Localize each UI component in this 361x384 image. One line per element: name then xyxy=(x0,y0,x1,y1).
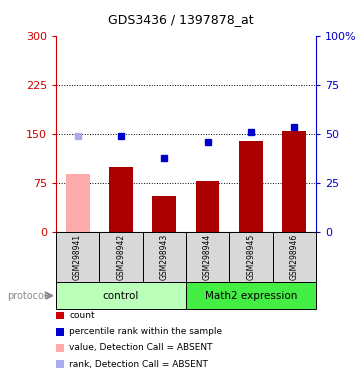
Bar xyxy=(56,282,186,309)
Text: count: count xyxy=(69,311,95,320)
Bar xyxy=(273,232,316,282)
Text: GDS3436 / 1397878_at: GDS3436 / 1397878_at xyxy=(108,13,253,26)
Bar xyxy=(99,232,143,282)
Bar xyxy=(186,282,316,309)
Text: rank, Detection Call = ABSENT: rank, Detection Call = ABSENT xyxy=(69,359,208,369)
Text: protocol: protocol xyxy=(7,291,47,301)
Text: GSM298944: GSM298944 xyxy=(203,234,212,280)
Bar xyxy=(66,174,90,232)
Bar xyxy=(196,181,219,232)
Bar xyxy=(229,232,273,282)
Text: GSM298941: GSM298941 xyxy=(73,234,82,280)
Text: GSM298942: GSM298942 xyxy=(117,234,125,280)
Text: Math2 expression: Math2 expression xyxy=(205,291,297,301)
Bar xyxy=(186,232,229,282)
Text: value, Detection Call = ABSENT: value, Detection Call = ABSENT xyxy=(69,343,213,353)
Bar xyxy=(143,232,186,282)
Bar xyxy=(109,167,133,232)
Bar xyxy=(152,197,176,232)
Text: control: control xyxy=(103,291,139,301)
Text: percentile rank within the sample: percentile rank within the sample xyxy=(69,327,222,336)
Text: GSM298946: GSM298946 xyxy=(290,234,299,280)
Bar xyxy=(239,141,263,232)
Text: GSM298943: GSM298943 xyxy=(160,234,169,280)
Text: GSM298945: GSM298945 xyxy=(247,234,255,280)
Bar xyxy=(56,232,99,282)
Bar xyxy=(282,131,306,232)
